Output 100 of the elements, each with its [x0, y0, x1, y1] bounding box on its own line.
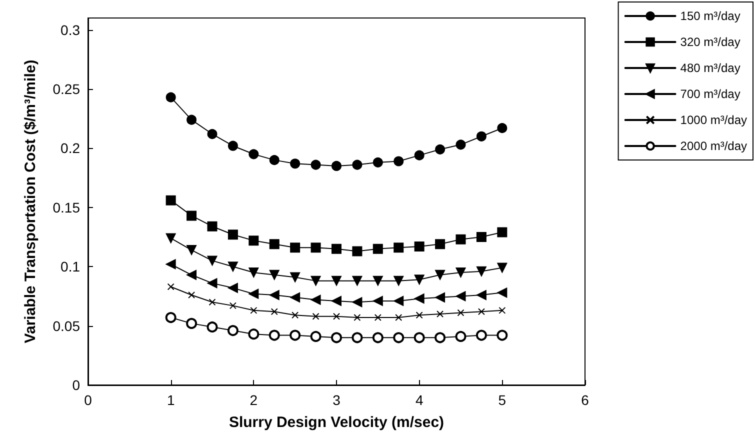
point	[414, 274, 424, 285]
point	[207, 221, 218, 232]
point	[372, 244, 383, 254]
point	[478, 308, 485, 316]
x-tick-label: 5	[498, 392, 506, 408]
point	[436, 310, 444, 318]
point	[352, 160, 362, 170]
point	[248, 236, 259, 246]
point	[331, 332, 342, 344]
y-tick-label: 0.15	[52, 199, 80, 216]
point	[455, 330, 466, 342]
point	[186, 245, 197, 256]
point	[290, 330, 301, 341]
y-tick-label: 0.25	[52, 81, 80, 98]
point	[228, 230, 238, 240]
point	[372, 296, 383, 306]
y-tick-label: 0.2	[60, 140, 80, 156]
point	[166, 92, 176, 102]
point	[332, 296, 342, 306]
point	[269, 155, 280, 166]
y-tick-label: 0.05	[52, 318, 80, 334]
point	[496, 330, 508, 341]
point	[434, 332, 446, 344]
point	[394, 242, 404, 253]
point	[352, 276, 362, 286]
point	[332, 276, 342, 286]
y-axis-title: Variable Transportation Cost ($/m³/mile)	[22, 60, 39, 344]
point	[206, 321, 218, 332]
point	[476, 131, 486, 142]
x-tick-label: 3	[332, 392, 341, 408]
point	[372, 332, 384, 344]
point	[435, 239, 446, 250]
point	[167, 283, 174, 290]
y-tick-label: 0.3	[60, 22, 80, 38]
point	[456, 268, 466, 278]
point	[186, 270, 197, 280]
x-tick-label: 1	[166, 392, 175, 408]
point	[186, 318, 198, 329]
legend-label: 1000 m³/day	[680, 113, 747, 127]
legend-label: 480 m³/day	[680, 61, 740, 75]
point	[394, 296, 404, 306]
point	[248, 149, 259, 160]
point	[290, 272, 300, 282]
point	[228, 262, 238, 272]
point	[476, 290, 486, 300]
point	[394, 276, 404, 286]
point	[290, 158, 300, 169]
point	[395, 314, 402, 322]
point	[352, 297, 362, 308]
legend-label: 150 m³/day	[680, 9, 740, 23]
point	[435, 144, 446, 154]
point	[394, 156, 404, 166]
x-axis-title: Slurry Design Velocity (m/sec)	[228, 414, 444, 431]
point	[456, 291, 466, 302]
point	[416, 312, 423, 319]
point	[414, 332, 425, 344]
point	[208, 298, 216, 306]
point	[456, 140, 466, 150]
point	[290, 292, 300, 302]
point	[374, 314, 382, 322]
x-tick-label: 0	[84, 392, 92, 408]
point	[414, 294, 424, 304]
point	[248, 268, 259, 278]
point	[248, 328, 260, 340]
point	[497, 227, 508, 238]
legend-label: 320 m³/day	[680, 35, 740, 49]
point	[476, 232, 486, 242]
point	[228, 282, 238, 293]
point	[269, 270, 280, 280]
y-tick-label: 0.1	[60, 258, 80, 275]
point	[352, 246, 362, 256]
point	[186, 114, 197, 125]
legend-label: 2000 m³/day	[680, 139, 747, 153]
point	[414, 150, 424, 160]
point	[435, 292, 446, 302]
point	[333, 312, 340, 320]
point	[269, 239, 280, 250]
point	[497, 288, 508, 298]
point	[207, 129, 218, 140]
point	[372, 157, 383, 168]
point	[207, 278, 218, 288]
point	[310, 294, 321, 305]
point	[332, 244, 342, 254]
point	[228, 140, 238, 151]
point	[414, 241, 424, 252]
point	[166, 233, 176, 244]
point	[310, 160, 321, 170]
point	[476, 266, 486, 276]
point	[269, 290, 280, 300]
y-tick-label: 0	[72, 377, 80, 393]
x-tick-label: 2	[250, 392, 258, 408]
point	[310, 330, 322, 342]
point	[352, 332, 363, 344]
point	[310, 242, 321, 253]
point	[248, 288, 259, 299]
point	[372, 276, 383, 286]
point	[186, 210, 197, 221]
point	[312, 312, 320, 320]
point	[268, 330, 280, 341]
x-tick-label: 4	[415, 392, 424, 408]
